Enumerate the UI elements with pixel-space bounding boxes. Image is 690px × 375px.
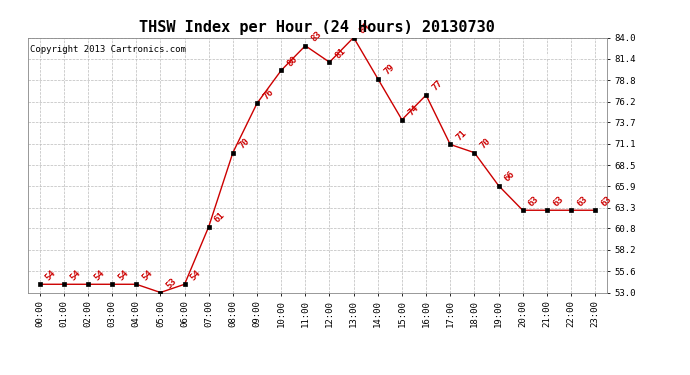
Text: 74: 74 xyxy=(406,104,420,118)
Text: 70: 70 xyxy=(237,136,251,150)
Text: 54: 54 xyxy=(68,268,82,282)
Text: 63: 63 xyxy=(575,194,589,208)
Text: 84: 84 xyxy=(358,21,372,35)
Text: 63: 63 xyxy=(527,194,541,208)
Text: Copyright 2013 Cartronics.com: Copyright 2013 Cartronics.com xyxy=(30,45,186,54)
Text: 83: 83 xyxy=(310,30,324,44)
Text: 54: 54 xyxy=(44,268,58,282)
Text: 54: 54 xyxy=(141,268,155,282)
Text: 66: 66 xyxy=(503,170,517,183)
Text: 54: 54 xyxy=(92,268,106,282)
Title: THSW Index per Hour (24 Hours) 20130730: THSW Index per Hour (24 Hours) 20130730 xyxy=(139,20,495,35)
Text: 79: 79 xyxy=(382,63,396,76)
Text: 53: 53 xyxy=(165,276,179,290)
Text: 77: 77 xyxy=(431,79,444,93)
Text: 61: 61 xyxy=(213,210,227,225)
Text: 81: 81 xyxy=(334,46,348,60)
Text: 76: 76 xyxy=(262,87,275,101)
Text: 54: 54 xyxy=(189,268,203,282)
Text: 70: 70 xyxy=(479,136,493,150)
Text: 63: 63 xyxy=(600,194,613,208)
Text: 54: 54 xyxy=(117,268,130,282)
Text: 71: 71 xyxy=(455,128,469,142)
Text: 80: 80 xyxy=(286,54,299,68)
Text: 63: 63 xyxy=(551,194,565,208)
